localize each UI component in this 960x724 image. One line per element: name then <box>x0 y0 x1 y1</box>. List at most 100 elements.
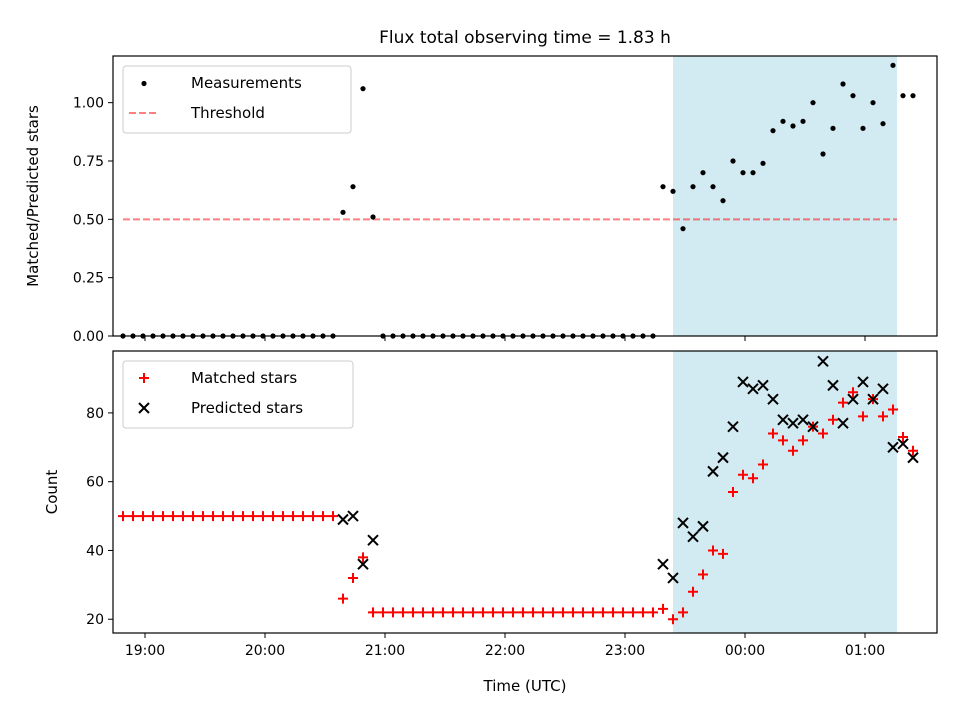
matched-point <box>498 607 508 618</box>
measurement-point <box>800 118 806 124</box>
matched-point <box>698 569 708 580</box>
measurement-point <box>900 93 906 99</box>
measurement-point <box>820 151 826 157</box>
measurement-point <box>690 184 696 190</box>
matched-point <box>768 428 778 439</box>
predicted-point <box>737 376 749 388</box>
matched-point <box>888 404 898 415</box>
matched-point <box>638 607 648 618</box>
matched-point <box>558 607 568 618</box>
predicted-point <box>847 393 859 405</box>
measurement-point <box>720 198 726 204</box>
predicted-point <box>787 417 799 429</box>
matched-point <box>378 607 388 618</box>
x-tick-label: 20:00 <box>245 643 285 659</box>
measurement-point <box>740 170 746 176</box>
matched-point <box>388 607 398 618</box>
y-axis-label: Count <box>43 470 61 515</box>
matched-point <box>628 607 638 618</box>
matched-point <box>508 607 518 618</box>
matched-point <box>118 511 128 522</box>
x-tick-label: 19:00 <box>125 643 165 659</box>
matched-point <box>298 511 308 522</box>
predicted-point <box>667 572 679 584</box>
shaded-interval <box>673 56 897 336</box>
y-tick-label: 0.00 <box>73 329 104 345</box>
matched-point <box>458 607 468 618</box>
y-tick-label: 60 <box>86 475 104 491</box>
matched-point <box>348 572 358 583</box>
measurement-point <box>700 170 706 176</box>
matched-point <box>228 511 238 522</box>
predicted-point <box>777 414 789 426</box>
matched-point <box>358 552 368 563</box>
predicted-point <box>677 517 689 529</box>
matched-point <box>528 607 538 618</box>
predicted-point <box>807 420 819 433</box>
matched-point <box>438 607 448 618</box>
measurement-point <box>680 226 686 232</box>
measurement-point <box>340 209 346 215</box>
matched-point <box>428 607 438 618</box>
predicted-point <box>907 451 919 464</box>
y-tick-label: 20 <box>86 612 104 628</box>
measurement-point <box>880 121 886 127</box>
measurement-point <box>660 184 666 190</box>
measurement-point <box>730 158 736 164</box>
predicted-point <box>817 355 829 368</box>
matched-point <box>258 511 268 522</box>
matched-point <box>338 593 348 604</box>
predicted-point <box>837 417 849 429</box>
measurement-point <box>670 188 676 194</box>
matched-point <box>238 511 248 522</box>
measurement-point <box>890 62 896 68</box>
legend-label: Threshold <box>190 104 265 122</box>
matched-point <box>158 511 168 522</box>
predicted-point <box>347 510 359 522</box>
legend-marker-measurements <box>141 80 147 87</box>
matched-point <box>848 387 858 398</box>
measurement-point <box>350 184 356 190</box>
predicted-point <box>707 465 719 478</box>
matched-point <box>708 545 718 556</box>
matched-point <box>198 511 208 522</box>
matched-point <box>748 473 758 484</box>
matched-point <box>608 607 618 618</box>
matched-point <box>568 607 578 618</box>
y-tick-label: 1.00 <box>73 96 104 112</box>
y-tick-label: 0.75 <box>73 154 104 170</box>
predicted-point <box>887 441 899 454</box>
matched-point <box>308 511 318 522</box>
measurement-point <box>810 100 816 106</box>
bottom-panel: 20 40 60 80 19:00 20:00 21:00 22:00 23:00 00:00 01… <box>43 350 938 695</box>
legend-marker-predicted <box>138 402 150 414</box>
matched-point <box>618 607 628 618</box>
top-panel: 0.00 0.25 0.50 0.75 1.00 Matched/Predicted st… <box>24 55 938 345</box>
matched-point <box>798 435 808 446</box>
matched-point <box>268 511 278 522</box>
matched-point <box>908 445 918 456</box>
predicted-point <box>727 420 739 433</box>
predicted-point <box>877 383 889 395</box>
measurement-point <box>780 118 786 124</box>
matched-point <box>728 487 738 497</box>
matched-point <box>208 511 218 522</box>
matched-point <box>668 614 678 625</box>
matched-point <box>418 607 428 618</box>
matched-point <box>288 511 298 522</box>
matched-point <box>278 511 288 522</box>
matched-point <box>218 511 228 522</box>
matched-point <box>838 397 848 408</box>
series-matched-stars <box>118 387 918 625</box>
matched-point <box>448 607 458 618</box>
matched-point <box>658 603 668 614</box>
predicted-point <box>357 558 369 570</box>
legend-label: Measurements <box>191 74 302 92</box>
axes-frame <box>112 350 938 634</box>
axes-frame <box>112 55 938 337</box>
matched-point <box>248 511 258 522</box>
matched-point <box>188 511 198 522</box>
legend: Measurements Threshold <box>122 65 352 134</box>
matched-point <box>738 469 748 480</box>
